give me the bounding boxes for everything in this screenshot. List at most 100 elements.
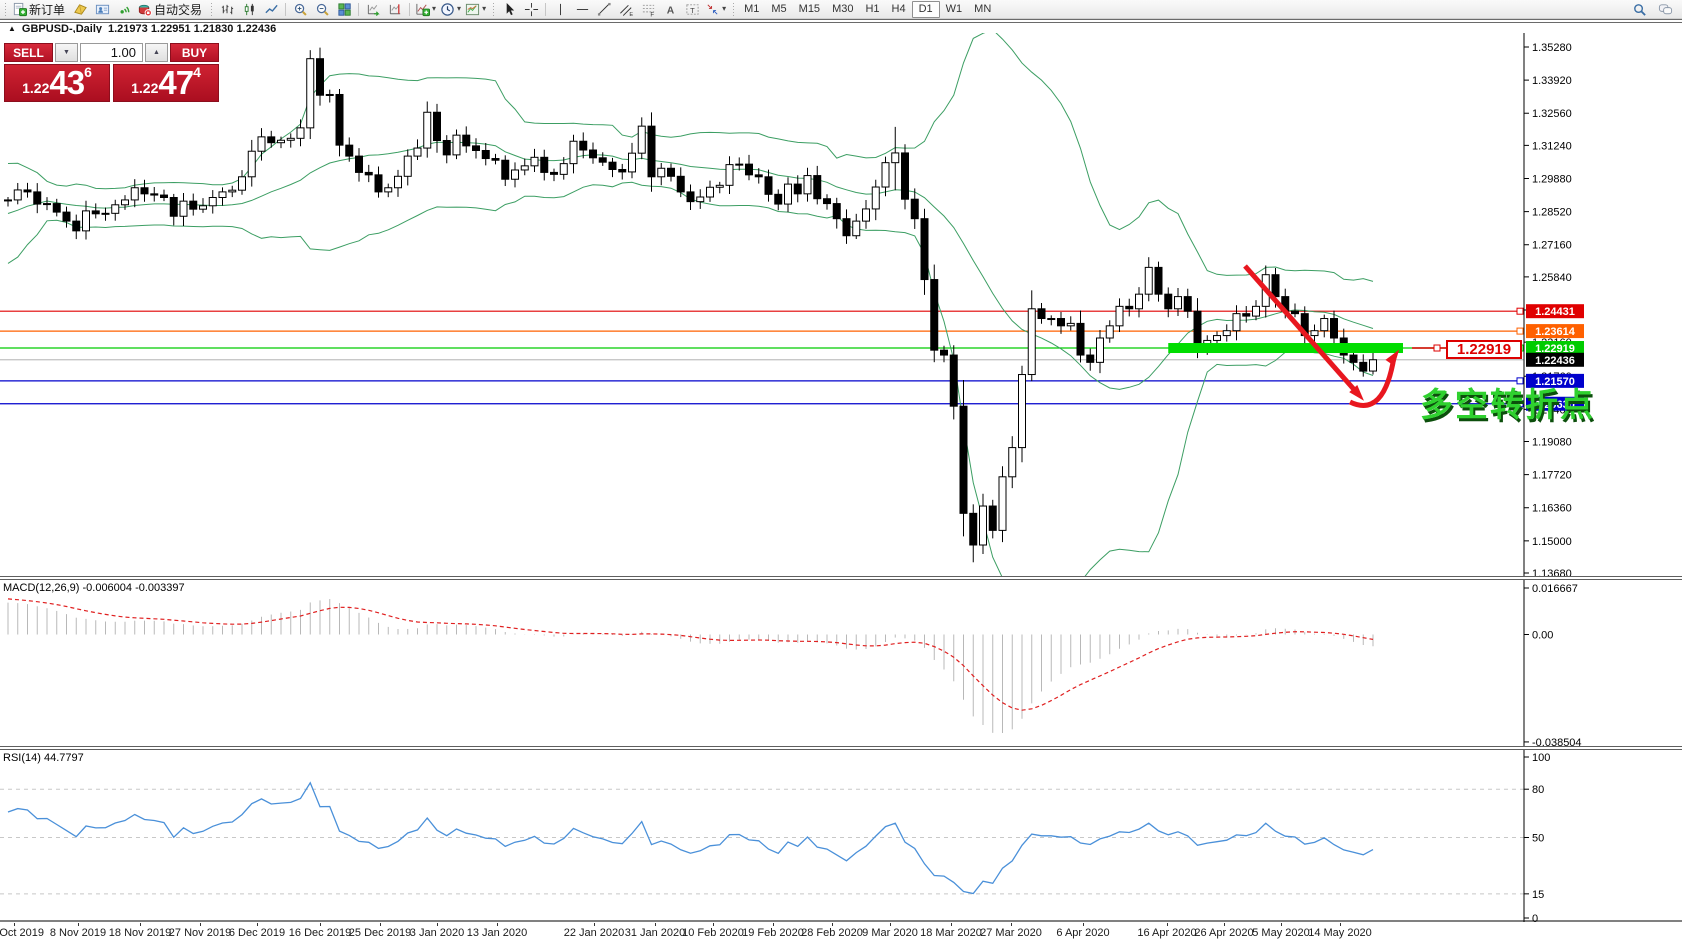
timeframe-M1[interactable]: M1	[744, 3, 760, 15]
sell-price-button[interactable]: 1.22 43 6	[4, 64, 110, 102]
trendline-button[interactable]	[593, 1, 615, 18]
candle	[803, 167, 812, 202]
price-chart-canvas[interactable]: 1.35280 1.33920 1.32560 1.31240 1.29880 1.285…	[0, 33, 1682, 576]
buy-price-base: 1.22	[131, 80, 159, 96]
date-label: 8 Nov 2019	[49, 927, 107, 939]
candle	[745, 154, 753, 181]
bar-chart-button[interactable]	[216, 1, 238, 18]
date-label: 27 Mar 2020	[980, 927, 1042, 939]
candlestick-chart-icon	[244, 3, 254, 15]
candle	[901, 144, 909, 210]
bar-chart-icon	[221, 4, 233, 14]
date-label: 6 Apr 2020	[1056, 927, 1110, 939]
toolbar-grip[interactable]	[3, 2, 8, 16]
periods-button[interactable]: ▾	[438, 1, 463, 18]
signals-button[interactable]	[113, 1, 135, 18]
cursor-button[interactable]	[498, 1, 520, 18]
crosshair-button[interactable]	[520, 1, 542, 18]
date-tick	[497, 923, 498, 926]
toolbar-grip[interactable]	[491, 2, 497, 16]
timeframe-H1[interactable]: H1	[865, 3, 880, 15]
auto-scroll-button[interactable]	[362, 1, 384, 18]
chat-button[interactable]	[1654, 1, 1676, 18]
support-zone[interactable]	[1168, 343, 1403, 354]
panel-splitter[interactable]	[0, 746, 1682, 750]
macd-panel-canvas[interactable]: 0.016667 0.00 -0.038504	[0, 580, 1682, 746]
templates-button[interactable]: ▾	[463, 1, 488, 18]
date-label: 16 Dec 2019	[288, 927, 352, 939]
candle	[335, 88, 344, 157]
svg-text:1.22919: 1.22919	[1535, 343, 1575, 355]
candlestick-chart-button[interactable]	[238, 1, 260, 18]
rsi-label: RSI(14) 44.7797	[3, 752, 84, 764]
bollinger-middle	[7, 141, 1374, 390]
timeframe-M5[interactable]: M5	[771, 3, 787, 15]
arrows-button[interactable]: ▾	[703, 1, 728, 18]
zoom-in-button[interactable]	[289, 1, 311, 18]
candle	[384, 183, 393, 198]
metaeditor-button[interactable]	[69, 1, 91, 18]
candle	[1291, 303, 1299, 318]
candle	[462, 126, 471, 153]
candle	[540, 149, 549, 181]
candles	[4, 47, 1377, 563]
candle	[121, 195, 129, 210]
candle	[949, 345, 958, 420]
channel-button[interactable]: E	[615, 1, 637, 18]
tile-windows-button[interactable]	[333, 1, 355, 18]
autotrading-button[interactable]: 自动交易	[135, 1, 206, 18]
zoom-out-button[interactable]	[311, 1, 333, 18]
date-tick	[594, 923, 595, 926]
candle	[891, 126, 900, 191]
date-tick	[1281, 923, 1282, 926]
candle	[1066, 316, 1075, 331]
volume-decrease-button[interactable]: ▼	[55, 43, 78, 62]
fibonacci-button[interactable]: F	[637, 1, 659, 18]
buy-button[interactable]: BUY	[170, 43, 219, 62]
buy-price-button[interactable]: 1.22 47 4	[113, 64, 219, 102]
search-button[interactable]	[1628, 1, 1650, 18]
line-chart-button[interactable]	[260, 1, 282, 18]
panel-splitter[interactable]	[0, 576, 1682, 580]
toolbar-grip[interactable]	[209, 2, 215, 16]
price-callout-box[interactable]: 1.22919	[1446, 340, 1522, 359]
sell-button[interactable]: SELL	[4, 43, 53, 62]
price-tick-label: 1.32560	[1532, 108, 1572, 120]
volume-increase-button[interactable]: ▲	[145, 43, 168, 62]
svg-text:E: E	[629, 12, 633, 17]
timeframe-W1[interactable]: W1	[945, 3, 963, 15]
candle	[199, 198, 207, 213]
text-button[interactable]: A	[659, 1, 681, 18]
navigator-button[interactable]	[91, 1, 113, 18]
svg-text:F: F	[650, 11, 654, 16]
price-line-label: 1.21570	[1516, 373, 1584, 388]
timeframe-D1[interactable]: D1	[911, 0, 940, 18]
candle	[1252, 300, 1260, 321]
reversal-up-arrow[interactable]	[1348, 349, 1400, 408]
rsi-tick-label: 50	[1532, 833, 1544, 845]
rsi-panel-canvas[interactable]: 100 80 50 15 0	[0, 750, 1682, 922]
turning-point-annotation[interactable]: 多空转折点	[1420, 386, 1595, 423]
trend-down-arrow[interactable]	[1243, 264, 1364, 401]
new-order-icon	[13, 2, 27, 16]
candle	[355, 148, 363, 182]
crosshair-icon	[524, 2, 538, 16]
timeframe-H4[interactable]: H4	[891, 3, 906, 15]
timeframe-M15[interactable]: M15	[798, 3, 821, 15]
timeframe-MN[interactable]: MN	[974, 3, 992, 15]
candle	[823, 194, 831, 210]
candle	[1057, 311, 1065, 334]
horizontal-line-button[interactable]	[571, 1, 593, 18]
timeframe-M30[interactable]: M30	[832, 3, 854, 15]
new-order-button[interactable]: 新订单	[10, 1, 69, 18]
date-label: 13 Jan 2020	[466, 927, 528, 939]
chart-shift-button[interactable]	[384, 1, 406, 18]
toolbar-grip[interactable]	[731, 2, 737, 16]
indicators-button[interactable]: ▾	[413, 1, 438, 18]
vertical-line-button[interactable]	[549, 1, 571, 18]
text-label-button[interactable]: T	[681, 1, 703, 18]
candle	[130, 179, 139, 208]
volume-input[interactable]: 1.00	[80, 43, 143, 62]
collapse-icon[interactable]: ▲	[8, 24, 16, 33]
